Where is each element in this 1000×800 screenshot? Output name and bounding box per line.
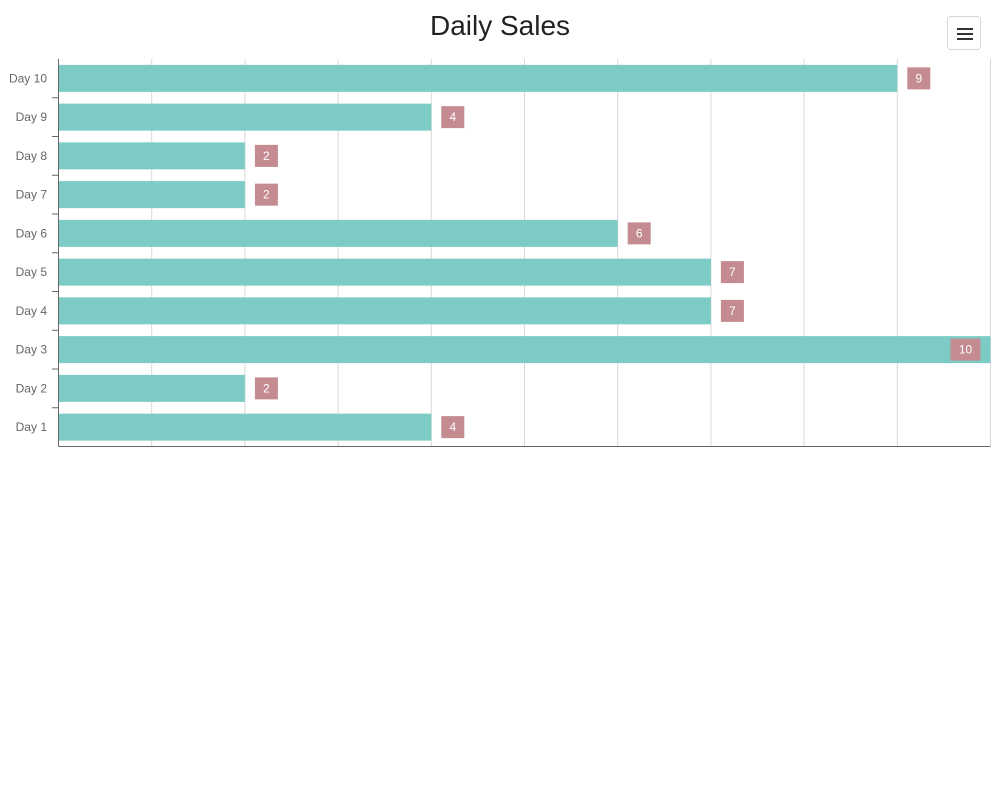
value-label: 10	[959, 343, 973, 357]
value-label-background	[254, 144, 278, 167]
value-label-background	[720, 299, 744, 322]
bar[interactable]	[58, 219, 618, 247]
category-label: Day 8	[16, 149, 48, 163]
category-label: Day 9	[16, 110, 48, 124]
value-label: 2	[263, 149, 270, 163]
chart-title: Daily Sales	[429, 10, 571, 41]
category-label: Day 2	[16, 381, 48, 395]
bars	[58, 64, 991, 441]
value-label: 6	[636, 226, 643, 240]
bar[interactable]	[58, 258, 711, 286]
value-label: 4	[449, 420, 456, 434]
bar[interactable]	[58, 297, 711, 325]
category-label: Day 7	[16, 188, 48, 202]
category-label: Day 6	[16, 226, 48, 240]
bar[interactable]	[58, 336, 991, 364]
category-label: Day 5	[16, 265, 48, 279]
value-label-background	[627, 222, 651, 245]
value-label-background	[441, 106, 465, 129]
value-label: 7	[729, 304, 736, 318]
value-label-background	[720, 261, 744, 284]
hamburger-menu-icon	[957, 28, 973, 30]
hamburger-menu-icon-line	[957, 33, 973, 35]
category-label: Day 4	[16, 304, 48, 318]
category-label: Day 1	[16, 420, 48, 434]
value-label: 2	[263, 381, 270, 395]
labels: Day 10 9 Day 9 4 Day 8 2 Day 7 2 Day 6 6 Day 5 7 Day…	[9, 67, 981, 439]
bar[interactable]	[58, 103, 432, 131]
chart-menu-button[interactable]	[947, 16, 981, 50]
category-label: Day 10	[9, 71, 47, 85]
value-label: 9	[915, 71, 922, 85]
value-label-background	[907, 67, 931, 90]
value-label: 2	[263, 188, 270, 202]
value-label-background	[254, 377, 278, 400]
value-label-background	[254, 183, 278, 206]
bar[interactable]	[58, 64, 898, 92]
value-label-background	[441, 416, 465, 439]
value-label: 4	[449, 110, 456, 124]
value-label: 7	[729, 265, 736, 279]
axes	[52, 59, 991, 447]
bar[interactable]	[58, 181, 245, 209]
value-label-background	[950, 338, 981, 361]
hamburger-menu-icon-line	[957, 38, 973, 40]
bar[interactable]	[58, 142, 245, 170]
bar[interactable]	[58, 374, 245, 402]
bar[interactable]	[58, 413, 432, 441]
category-label: Day 3	[16, 343, 48, 357]
